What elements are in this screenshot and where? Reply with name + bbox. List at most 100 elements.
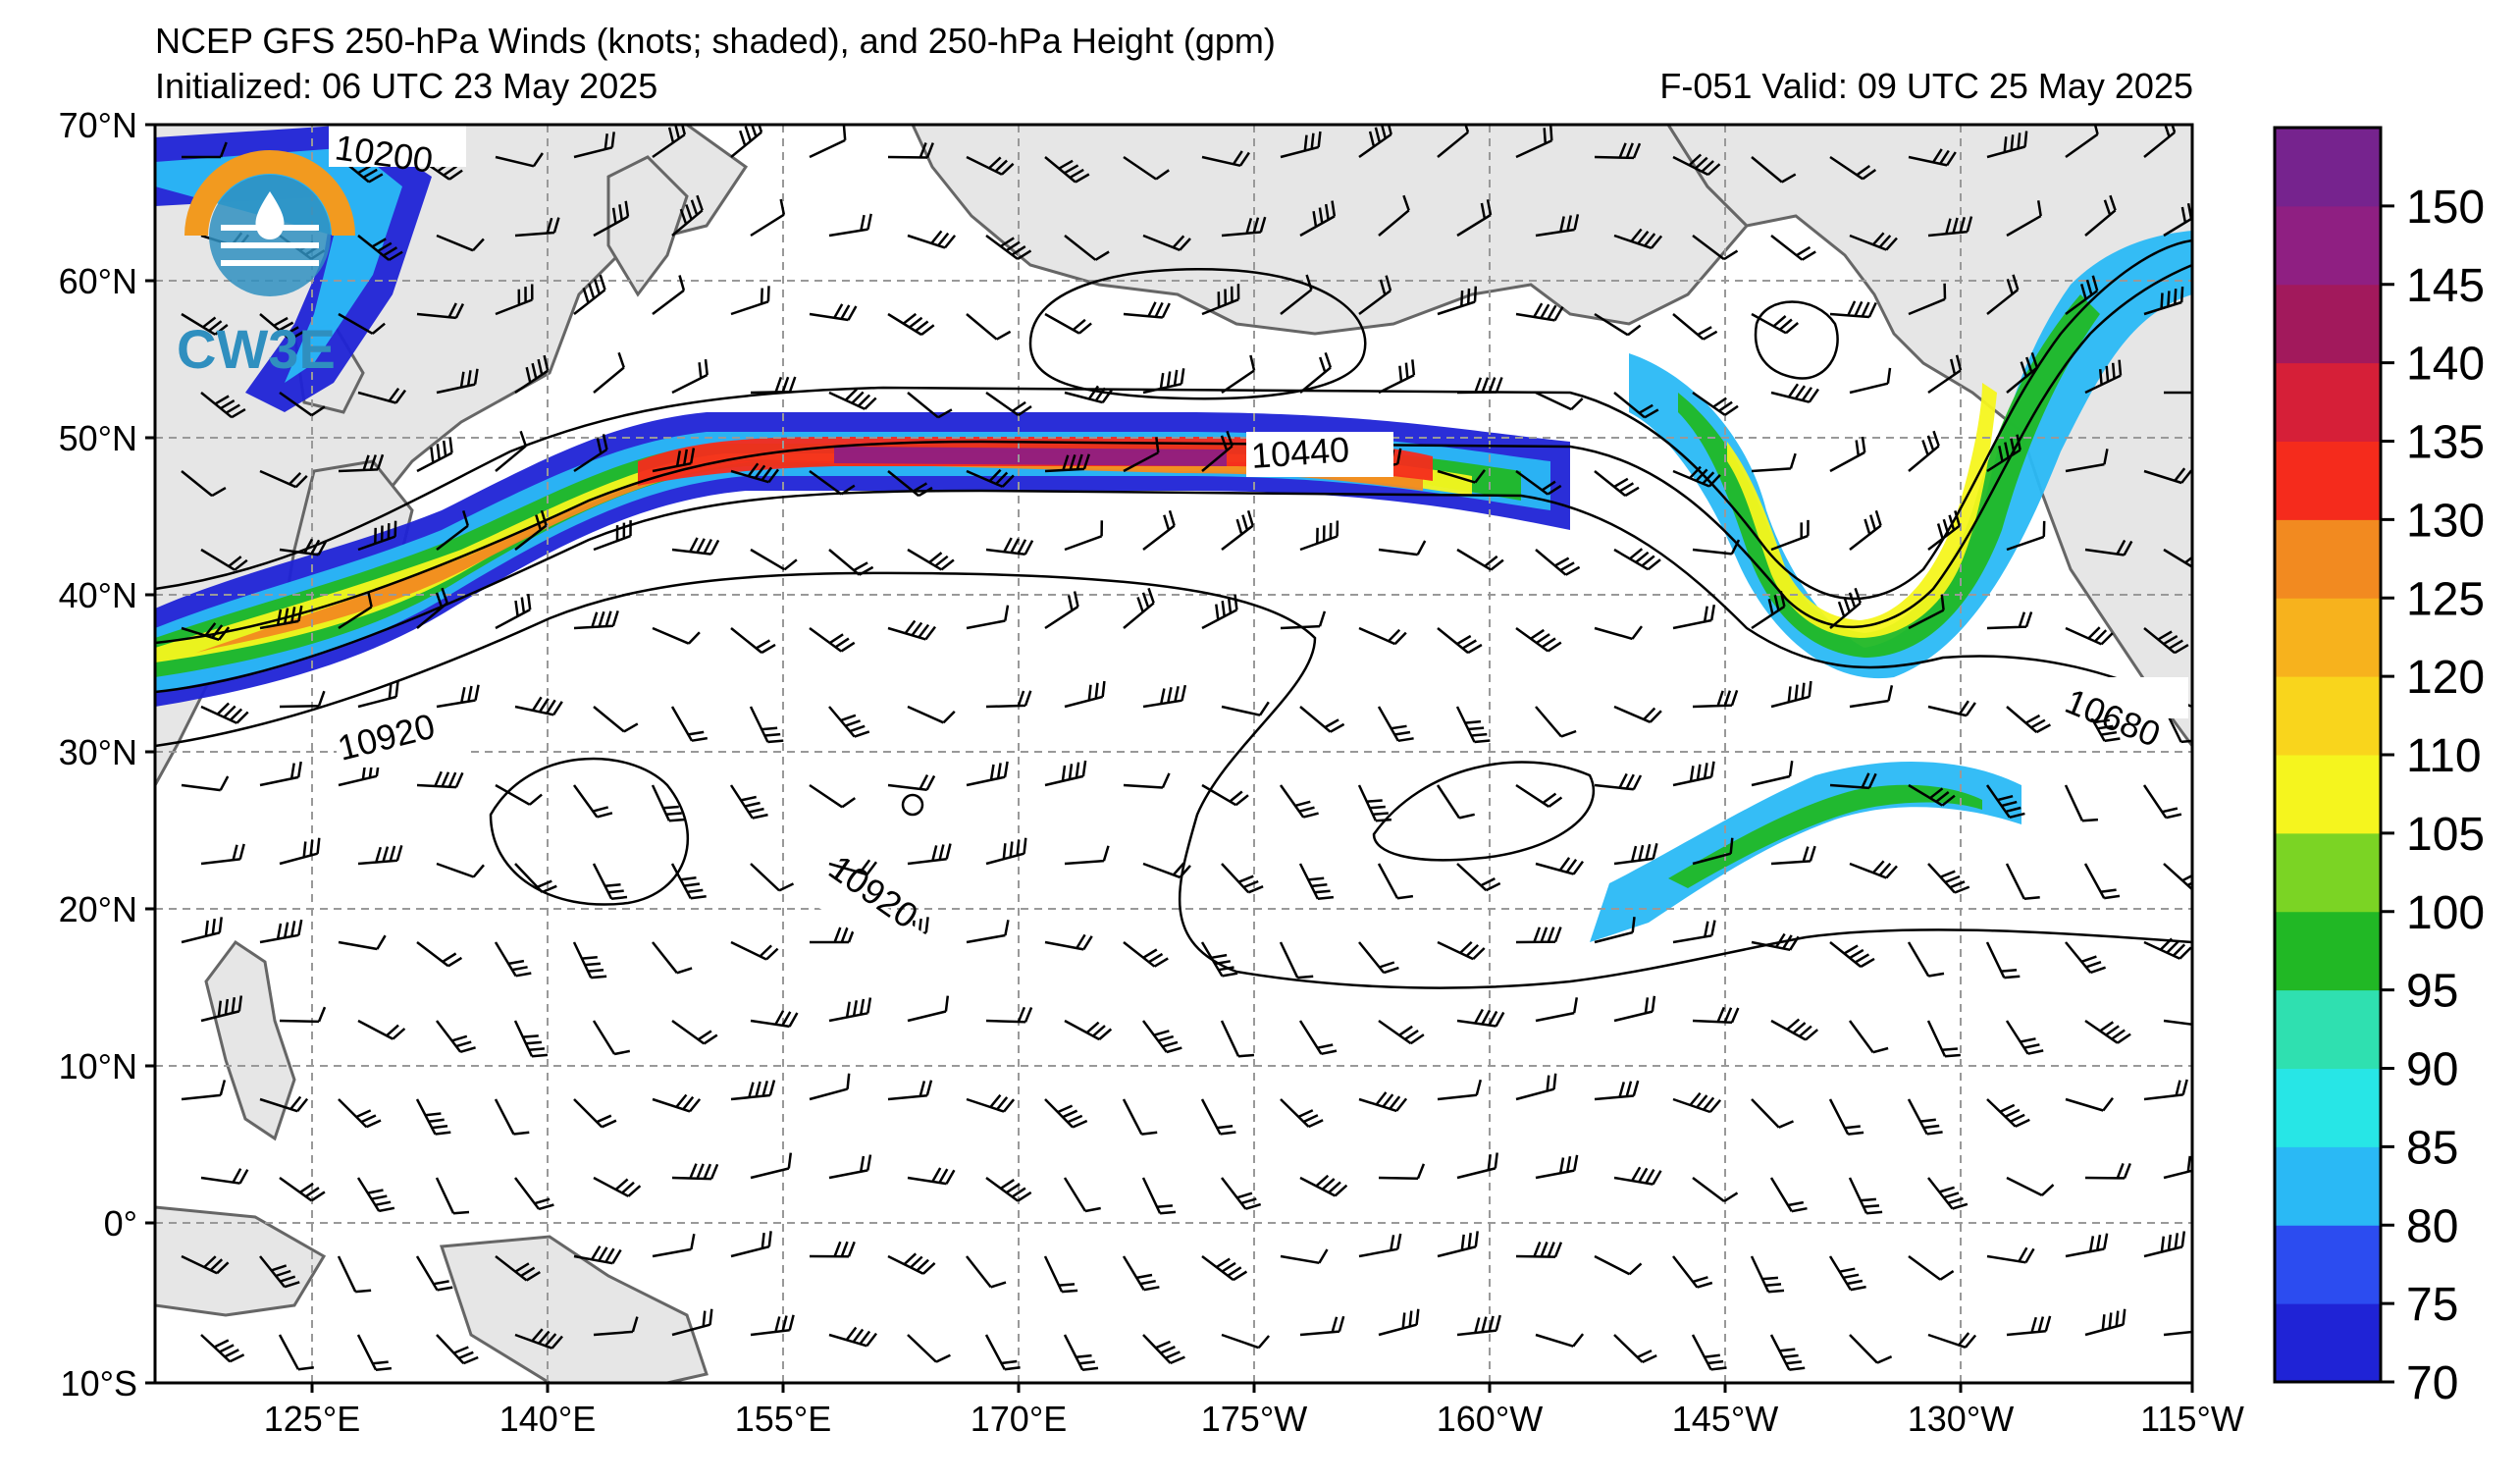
wind-barb	[1829, 941, 1875, 969]
wind-barb	[828, 997, 872, 1023]
initialized-label: Initialized: 06 UTC 23 May 2025	[155, 66, 658, 106]
colorbar-label: 110	[2406, 730, 2482, 782]
wind-barb	[1299, 520, 1339, 552]
wind-barb	[730, 286, 770, 316]
wind-barb	[750, 376, 797, 395]
wind-barb	[907, 843, 952, 866]
wind-barb	[495, 152, 544, 168]
wind-barb	[1044, 453, 1090, 473]
wind-barb	[1141, 1020, 1182, 1054]
wind-barb	[416, 155, 463, 181]
wind-barb	[671, 1308, 713, 1337]
wind-barb	[2006, 1176, 2055, 1197]
wind-barb	[828, 388, 877, 410]
wind-barb	[1437, 469, 1486, 484]
wind-barb	[572, 941, 607, 980]
wind-barb	[1123, 155, 1170, 181]
colorbar-swatch	[2275, 989, 2381, 1069]
wind-barb	[670, 706, 709, 742]
wind-barb	[1770, 1018, 1819, 1041]
wind-barb	[514, 1177, 554, 1211]
wind-barb	[357, 387, 407, 404]
wind-barb	[1437, 286, 1478, 316]
wind-barb	[2163, 548, 2192, 569]
wind-barb	[730, 1231, 772, 1258]
wind-barb	[494, 941, 532, 978]
wind-barb	[1672, 313, 1718, 341]
wind-barb	[259, 919, 303, 944]
wind-barb	[750, 1152, 793, 1180]
wind-barb	[1908, 430, 1940, 472]
wind-barb	[259, 1255, 300, 1289]
colorbar-swatch	[2275, 911, 2381, 991]
wind-barb	[1849, 367, 1892, 395]
wind-barb	[1142, 234, 1191, 251]
wind-barb	[181, 917, 223, 944]
wind-barb	[416, 770, 464, 789]
lon-label: 145°W	[1672, 1399, 1778, 1439]
wind-barb	[1751, 761, 1794, 787]
wind-barb	[2065, 941, 2107, 975]
wind-barb	[652, 626, 701, 645]
wind-barb	[1378, 540, 1427, 556]
wind-barb	[984, 1334, 1021, 1371]
wind-barb	[1594, 625, 1644, 641]
wind-barb	[985, 234, 1032, 260]
wind-barb	[1280, 610, 1327, 630]
wind-barb	[1692, 1177, 1739, 1203]
wind-barb	[1437, 1231, 1479, 1258]
wind-barb	[1515, 1241, 1563, 1258]
wind-barb	[985, 837, 1027, 866]
wind-barb	[1515, 1073, 1557, 1101]
wind-barb	[494, 1098, 530, 1136]
wind-barb	[985, 1176, 1032, 1202]
wind-barb	[1535, 391, 1584, 411]
colorbar-label: 105	[2406, 809, 2485, 861]
wind-barb	[1594, 917, 1636, 944]
lon-label: 115°W	[2140, 1399, 2244, 1439]
wind-barb	[1456, 1314, 1501, 1337]
wind-barb	[652, 448, 696, 473]
wind-barb	[1299, 1174, 1348, 1197]
wind-barb	[730, 1080, 776, 1101]
wind-barb	[966, 313, 1012, 341]
wind-barb	[1691, 1334, 1727, 1371]
wind-barb	[1692, 235, 1739, 261]
wind-barb	[1985, 784, 2025, 820]
wind-barb	[2142, 784, 2182, 820]
wind-barb	[2143, 1079, 2188, 1101]
wind-barb	[1142, 368, 1185, 395]
wind-barb	[436, 1020, 476, 1053]
wind-barb	[907, 392, 953, 419]
wind-barb	[1515, 302, 1564, 322]
colorbar-swatch	[2275, 676, 2381, 756]
lat-label: 10°N	[59, 1046, 137, 1086]
colorbar-swatch	[2275, 832, 2381, 913]
wind-barb	[887, 774, 936, 791]
wind-barb	[1122, 1255, 1160, 1292]
wind-barb	[1849, 685, 1894, 709]
lon-label: 175°W	[1201, 1399, 1307, 1439]
wind-barb	[2006, 706, 2051, 734]
wind-barb	[2064, 784, 2098, 822]
colorbar-swatch	[2275, 598, 2381, 677]
wind-barb	[1123, 587, 1155, 629]
wind-barb	[1201, 430, 1234, 472]
wind-barb	[828, 1326, 877, 1348]
wind-barb	[415, 1255, 453, 1292]
wind-barb	[1535, 549, 1581, 576]
wind-barb	[279, 690, 326, 709]
wind-barb	[1437, 940, 1486, 961]
colorbar-label: 85	[2406, 1122, 2458, 1174]
colorbar-label: 130	[2406, 495, 2485, 547]
wind-barb	[1298, 1020, 1338, 1056]
wind-barb	[1456, 863, 1501, 892]
wind-barb	[1064, 845, 1110, 866]
wind-barb	[1515, 626, 1562, 653]
wind-barb	[338, 934, 387, 951]
wind-barb	[828, 213, 872, 238]
wind-barb	[907, 230, 957, 249]
wind-barb	[907, 1334, 951, 1363]
lon-label: 130°W	[1908, 1399, 2014, 1439]
colorbar-label: 135	[2406, 417, 2485, 469]
